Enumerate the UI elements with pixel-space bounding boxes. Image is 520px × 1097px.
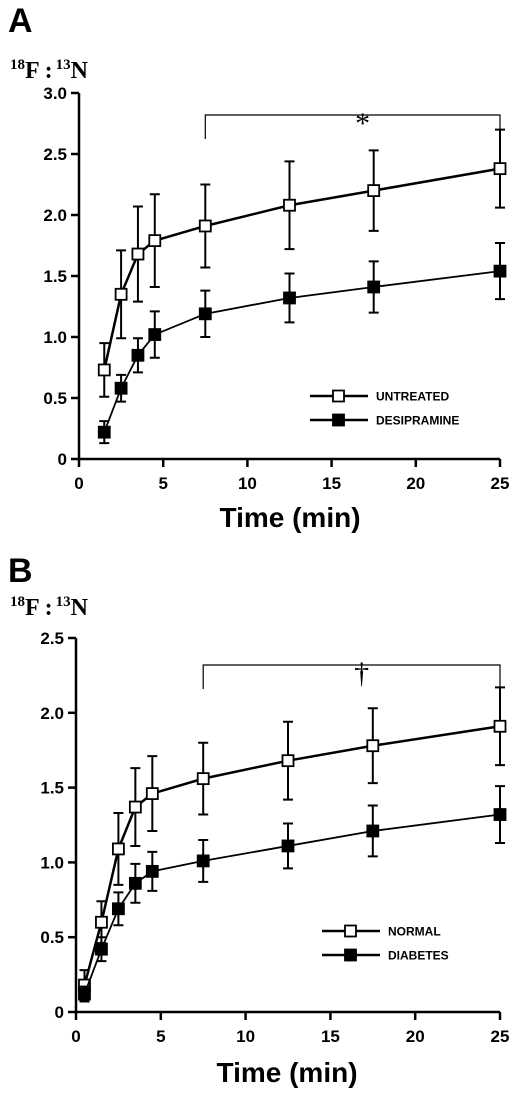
data-point-desipramine bbox=[114, 381, 128, 395]
y-tick-label: 0 bbox=[55, 1003, 64, 1022]
data-point-desipramine bbox=[367, 280, 381, 294]
data-point-normal bbox=[145, 787, 159, 800]
data-point-diabetes bbox=[493, 808, 507, 821]
data-point-desipramine bbox=[493, 264, 507, 278]
legend-marker-normal bbox=[344, 924, 357, 938]
x-axis-label: Time (min) bbox=[219, 502, 360, 533]
legend-marker-desipramine bbox=[332, 413, 345, 427]
panel-letter: B bbox=[8, 552, 33, 590]
data-point-diabetes bbox=[112, 902, 125, 916]
y-axis-label: 18F:13N bbox=[10, 57, 89, 84]
data-point-normal bbox=[196, 772, 210, 786]
y-axis-label-base1: F bbox=[25, 58, 40, 84]
panel-letter: A bbox=[8, 2, 33, 40]
data-point-normal bbox=[366, 739, 380, 753]
legend: NORMAL DIABETES bbox=[322, 925, 449, 963]
series-desipramine bbox=[97, 242, 507, 445]
data-point-diabetes bbox=[366, 824, 380, 838]
y-tick-label: 2.5 bbox=[43, 145, 67, 164]
chart-panel-a: A 18F:13N 0 0.5 1.0 1.5 2.0 2.5 3.0 0 5 10 15 20 25 Tim… bbox=[8, 2, 509, 533]
x-tick-label: 20 bbox=[406, 474, 425, 493]
y-axis-label-sup1: 18 bbox=[10, 594, 25, 610]
x-tick-label: 0 bbox=[74, 474, 83, 493]
legend-label-normal: NORMAL bbox=[388, 925, 441, 939]
significance-bracket bbox=[202, 664, 501, 689]
x-tick-label: 0 bbox=[71, 1027, 80, 1046]
data-point-untreated bbox=[97, 363, 111, 377]
y-tick-label: 1.5 bbox=[40, 779, 64, 798]
data-point-desipramine bbox=[198, 307, 212, 321]
legend-marker-untreated bbox=[332, 389, 345, 403]
data-point-desipramine bbox=[148, 328, 162, 341]
data-point-untreated bbox=[131, 247, 145, 261]
y-axis-label-sup2: 13 bbox=[56, 594, 71, 610]
y-tick-label: 1.5 bbox=[43, 267, 67, 286]
data-point-diabetes bbox=[281, 839, 295, 853]
legend: UNTREATED DESIPRAMINE bbox=[310, 390, 459, 428]
data-point-normal bbox=[493, 719, 507, 733]
x-tick-label: 5 bbox=[158, 474, 167, 493]
data-point-diabetes bbox=[145, 864, 159, 878]
significance-bracket bbox=[204, 114, 501, 139]
data-point-untreated bbox=[198, 219, 212, 233]
y-axis-label-base2: N bbox=[71, 595, 89, 621]
significance-symbol: * bbox=[355, 107, 370, 140]
x-tick-label: 15 bbox=[321, 1027, 340, 1046]
data-point-desipramine bbox=[131, 348, 145, 362]
y-axis-label: 18F:13N bbox=[10, 594, 89, 621]
x-tick-label: 15 bbox=[322, 474, 341, 493]
x-tick-label: 20 bbox=[406, 1027, 425, 1046]
series-line-desipramine bbox=[103, 270, 501, 433]
series-normal bbox=[78, 686, 507, 1002]
y-tick-label: 2.5 bbox=[40, 629, 64, 648]
data-point-untreated bbox=[148, 234, 162, 248]
series-untreated bbox=[97, 128, 507, 398]
y-axis-label-sep: : bbox=[45, 58, 53, 84]
x-axis-label: Time (min) bbox=[216, 1057, 357, 1088]
y-tick-label: 0 bbox=[58, 450, 67, 469]
y-tick-label: 2.0 bbox=[43, 206, 67, 225]
legend-label-diabetes: DIABETES bbox=[388, 949, 449, 963]
legend-marker-diabetes bbox=[344, 948, 357, 962]
significance-symbol: † bbox=[354, 657, 369, 690]
y-tick-label: 0.5 bbox=[43, 389, 67, 408]
data-point-diabetes bbox=[78, 987, 91, 1001]
legend-label-desipramine: DESIPRAMINE bbox=[376, 414, 459, 428]
data-point-untreated bbox=[367, 184, 381, 198]
x-tick-label: 25 bbox=[491, 1027, 510, 1046]
data-point-untreated bbox=[493, 162, 507, 176]
y-tick-label: 1.0 bbox=[40, 853, 64, 872]
y-tick-label: 2.0 bbox=[40, 704, 64, 723]
y-tick-label: 1.0 bbox=[43, 328, 67, 347]
y-axis-label-sep: : bbox=[45, 595, 53, 621]
data-point-diabetes bbox=[196, 854, 210, 868]
data-point-desipramine bbox=[283, 291, 296, 305]
data-point-normal bbox=[128, 800, 142, 814]
y-axis-label-base2: N bbox=[71, 58, 89, 84]
x-tick-label: 10 bbox=[238, 474, 257, 493]
data-point-untreated bbox=[283, 198, 296, 212]
legend-label-untreated: UNTREATED bbox=[376, 390, 449, 404]
data-point-normal bbox=[95, 915, 108, 929]
data-point-untreated bbox=[114, 287, 128, 301]
y-tick-label: 0.5 bbox=[40, 928, 64, 947]
data-point-normal bbox=[281, 754, 295, 768]
y-tick-label: 3.0 bbox=[43, 84, 67, 103]
y-axis-label-base1: F bbox=[25, 595, 40, 621]
x-tick-label: 10 bbox=[236, 1027, 255, 1046]
chart-panel-b: B 18F:13N 0 0.5 1.0 1.5 2.0 2.5 0 5 10 15 20 25 Time (… bbox=[8, 552, 509, 1088]
data-point-desipramine bbox=[97, 425, 111, 439]
data-point-diabetes bbox=[95, 942, 108, 956]
series-line-untreated bbox=[103, 167, 501, 371]
y-axis-label-sup1: 18 bbox=[10, 57, 25, 73]
data-point-diabetes bbox=[128, 876, 142, 890]
x-tick-label: 25 bbox=[491, 474, 510, 493]
y-axis-label-sup2: 13 bbox=[56, 57, 71, 73]
data-point-normal bbox=[112, 842, 125, 856]
series-diabetes bbox=[78, 785, 507, 1003]
x-tick-label: 5 bbox=[156, 1027, 165, 1046]
